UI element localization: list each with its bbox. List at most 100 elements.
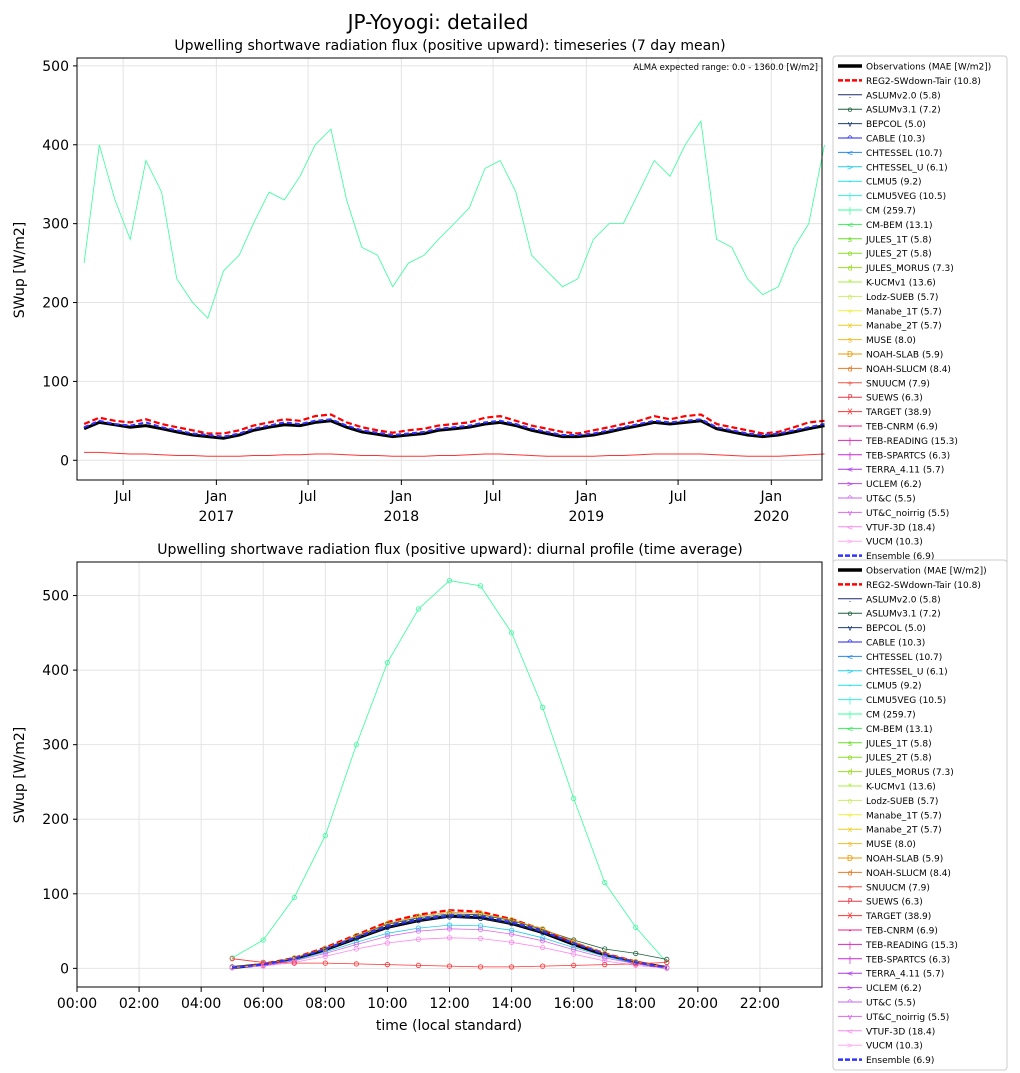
x-tick-label: Jan — [205, 489, 228, 505]
diurnal-panel: 0 100 200 300 400 500 00:00 02:00 04:00 06:00 08:0… — [42, 561, 823, 1012]
y-tick-label: 300 — [42, 217, 69, 233]
series-line — [83, 419, 825, 440]
series-point — [508, 927, 515, 933]
legend-marker: < — [847, 465, 854, 474]
x-tick-year-label: 2017 — [199, 509, 235, 525]
series-line — [232, 937, 667, 969]
legend-label: ASLUMv3.1 (7.2) — [866, 610, 941, 620]
y-tick-label: 500 — [42, 59, 69, 75]
series-line — [232, 914, 667, 969]
legend-label: CHTESSEL_U (6.1) — [866, 667, 948, 677]
series-point — [415, 936, 422, 942]
legend-marker: * — [848, 782, 852, 791]
series-point — [322, 950, 328, 957]
legend-label: ASLUMv2.0 (5.8) — [866, 91, 941, 101]
legend-marker: + — [847, 883, 854, 892]
legend-label: NOAH-SLAB (5.9) — [866, 855, 943, 865]
legend-marker: - — [849, 681, 852, 690]
series-line — [232, 924, 667, 968]
legend-label: UT&C (5.5) — [866, 495, 916, 505]
legend-marker: + — [847, 811, 854, 820]
legend-label: CHTESSEL_U (6.1) — [866, 163, 948, 173]
legend-marker: s — [848, 336, 852, 345]
x-tick-label: Jan — [575, 489, 598, 505]
y-tick-label: 400 — [42, 138, 69, 154]
x-tick-label: Jul — [669, 489, 687, 505]
legend-label: Manabe_2T (5.7) — [866, 826, 942, 836]
legend-marker: > — [847, 480, 854, 489]
series-point — [664, 956, 670, 963]
x-tick-label: 18:00 — [616, 996, 656, 1012]
legend-marker: o — [848, 292, 853, 301]
panel2-title: Upwelling shortwave radiation flux (posi… — [157, 542, 742, 558]
legend-label: Manabe_1T (5.7) — [866, 307, 942, 317]
series-point — [353, 946, 359, 952]
legend-marker: ^ — [847, 638, 854, 647]
legend-label: JULES_1T (5.8) — [865, 739, 932, 749]
series-line — [83, 418, 825, 438]
series-point — [260, 959, 266, 965]
series-point — [602, 962, 608, 968]
series-point — [477, 964, 484, 970]
legend-marker: > — [847, 1041, 854, 1050]
x-tick-label: 06:00 — [243, 996, 283, 1012]
series-point — [508, 931, 515, 937]
legend-marker: < — [847, 220, 854, 229]
legend-label: CM (259.7) — [866, 711, 916, 721]
series-point — [415, 962, 422, 968]
legend-label: TERRA_4.11 (5.7) — [865, 466, 944, 476]
legend-label: UT&C (5.5) — [866, 999, 916, 1009]
legend-marker: | — [849, 955, 852, 964]
legend-label: JULES_2T (5.8) — [865, 754, 932, 764]
series-point — [571, 962, 577, 968]
legend-marker: - — [849, 926, 852, 935]
legend-marker: v — [848, 508, 853, 517]
legend-marker: < — [847, 148, 854, 157]
legend-label: JULES_2T (5.8) — [865, 250, 932, 260]
y-tick-label: 100 — [42, 374, 69, 390]
y-tick-label: 200 — [42, 296, 69, 312]
legend-marker: . — [849, 91, 852, 100]
legend-marker: X — [847, 912, 853, 921]
x-tick-label: 08:00 — [305, 996, 345, 1012]
legend-marker: ^ — [847, 998, 854, 1007]
series-point — [540, 944, 546, 951]
y-tick-label: 100 — [42, 887, 69, 903]
legend-marker: d — [847, 364, 852, 373]
legend-panel2: Observation (MAE [W/m2]) REG2-SWdown-Tair… — [832, 559, 1008, 1071]
legend-marker: ^ — [847, 134, 854, 143]
legend-label: CM (259.7) — [866, 207, 916, 217]
x-tick-label: 02:00 — [119, 996, 159, 1012]
series-point — [384, 962, 391, 968]
legend-marker: | — [849, 436, 852, 445]
series-point — [384, 933, 391, 939]
series-point — [477, 910, 484, 916]
series-point — [322, 953, 328, 960]
legend-label: UCLEM (6.2) — [866, 984, 922, 994]
series-line — [232, 928, 667, 968]
series-point — [508, 917, 515, 923]
legend-label: K-UCMv1 (13.6) — [866, 783, 936, 793]
legend-label: TERRA_4.11 (5.7) — [865, 970, 944, 980]
y-tick-label: 500 — [42, 589, 69, 605]
legend-marker: | — [849, 710, 852, 719]
x-tick-label: 00:00 — [57, 996, 97, 1012]
legend-label: UCLEM (6.2) — [866, 480, 922, 490]
legend-marker: | — [849, 451, 852, 460]
x-tick-label: Jul — [114, 489, 132, 505]
legend-marker: o — [848, 249, 853, 258]
legend-marker: o — [848, 609, 853, 618]
series-point — [540, 704, 546, 710]
figure-title: JP-Yoyogi: detailed — [346, 10, 529, 34]
legend-label: SNUUCM (7.9) — [866, 379, 930, 389]
series-point — [415, 928, 422, 934]
series-line — [232, 958, 667, 968]
series-point — [508, 939, 515, 945]
legend-label: VUCM (10.3) — [866, 538, 923, 548]
x-tick-label: 22:00 — [740, 996, 780, 1012]
legend-marker: o — [848, 753, 853, 762]
legend-label: CM-BEM (13.1) — [866, 221, 933, 231]
x-tick-year-label: 2019 — [569, 509, 605, 525]
legend-label: CHTESSEL (10.7) — [866, 149, 942, 159]
